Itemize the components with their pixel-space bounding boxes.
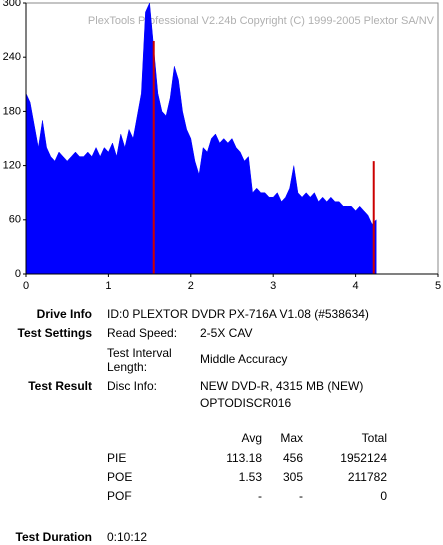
value: NEW DVD-R, 4315 MB (NEW): [200, 379, 364, 393]
label: Read Speed:: [107, 326, 178, 340]
table-cell: 0: [380, 489, 387, 503]
header: Avg: [241, 431, 262, 445]
header: Max: [280, 431, 303, 445]
y-tick-label: 120: [3, 160, 21, 172]
x-tick-label: 1: [105, 280, 111, 292]
y-tick-label: 180: [3, 105, 21, 117]
value: OPTODISCR016: [200, 396, 292, 410]
header: Total: [361, 431, 387, 445]
table-cell: 1.53: [238, 470, 262, 484]
x-tick-label: 3: [270, 280, 276, 292]
table-cell: 113.18: [226, 451, 262, 465]
x-tick-label: 4: [353, 280, 359, 292]
label: Drive Info: [36, 307, 92, 321]
y-tick-label: 60: [9, 214, 21, 226]
label: Test Interval: [107, 346, 172, 360]
value: Middle Accuracy: [200, 352, 288, 366]
y-tick-label: 0: [15, 268, 21, 280]
label: Test Duration: [15, 530, 92, 544]
label: Test Result: [28, 379, 92, 393]
pie-area: [25, 2, 377, 275]
x-tick-label: 2: [188, 280, 194, 292]
value: 0:10:12: [107, 530, 148, 544]
y-tick-label: 240: [3, 51, 21, 63]
x-tick-label: 0: [23, 280, 29, 292]
table-cell: -: [258, 489, 262, 503]
table-cell: 1952124: [340, 451, 387, 465]
value: 2-5X CAV: [200, 326, 253, 340]
value: ID:0 PLEXTOR DVDR PX-716A V1.08 (#538634…: [107, 307, 369, 321]
table-cell: 211782: [347, 470, 387, 484]
row-label: POF: [107, 489, 132, 503]
chart: PlexTools Professional V2.24b Copyright …: [3, 0, 441, 292]
table-cell: 305: [282, 470, 303, 484]
label: Length:: [107, 360, 148, 374]
y-tick-label: 300: [3, 0, 21, 9]
row-label: PIE: [107, 451, 127, 465]
label: Disc Info:: [107, 379, 158, 393]
copyright: PlexTools Professional V2.24b Copyright …: [88, 15, 435, 27]
table-cell: -: [299, 489, 303, 503]
label: Test Settings: [17, 326, 92, 340]
row-label: POE: [107, 470, 133, 484]
table-cell: 456: [282, 451, 303, 465]
x-tick-label: 5: [435, 280, 441, 292]
